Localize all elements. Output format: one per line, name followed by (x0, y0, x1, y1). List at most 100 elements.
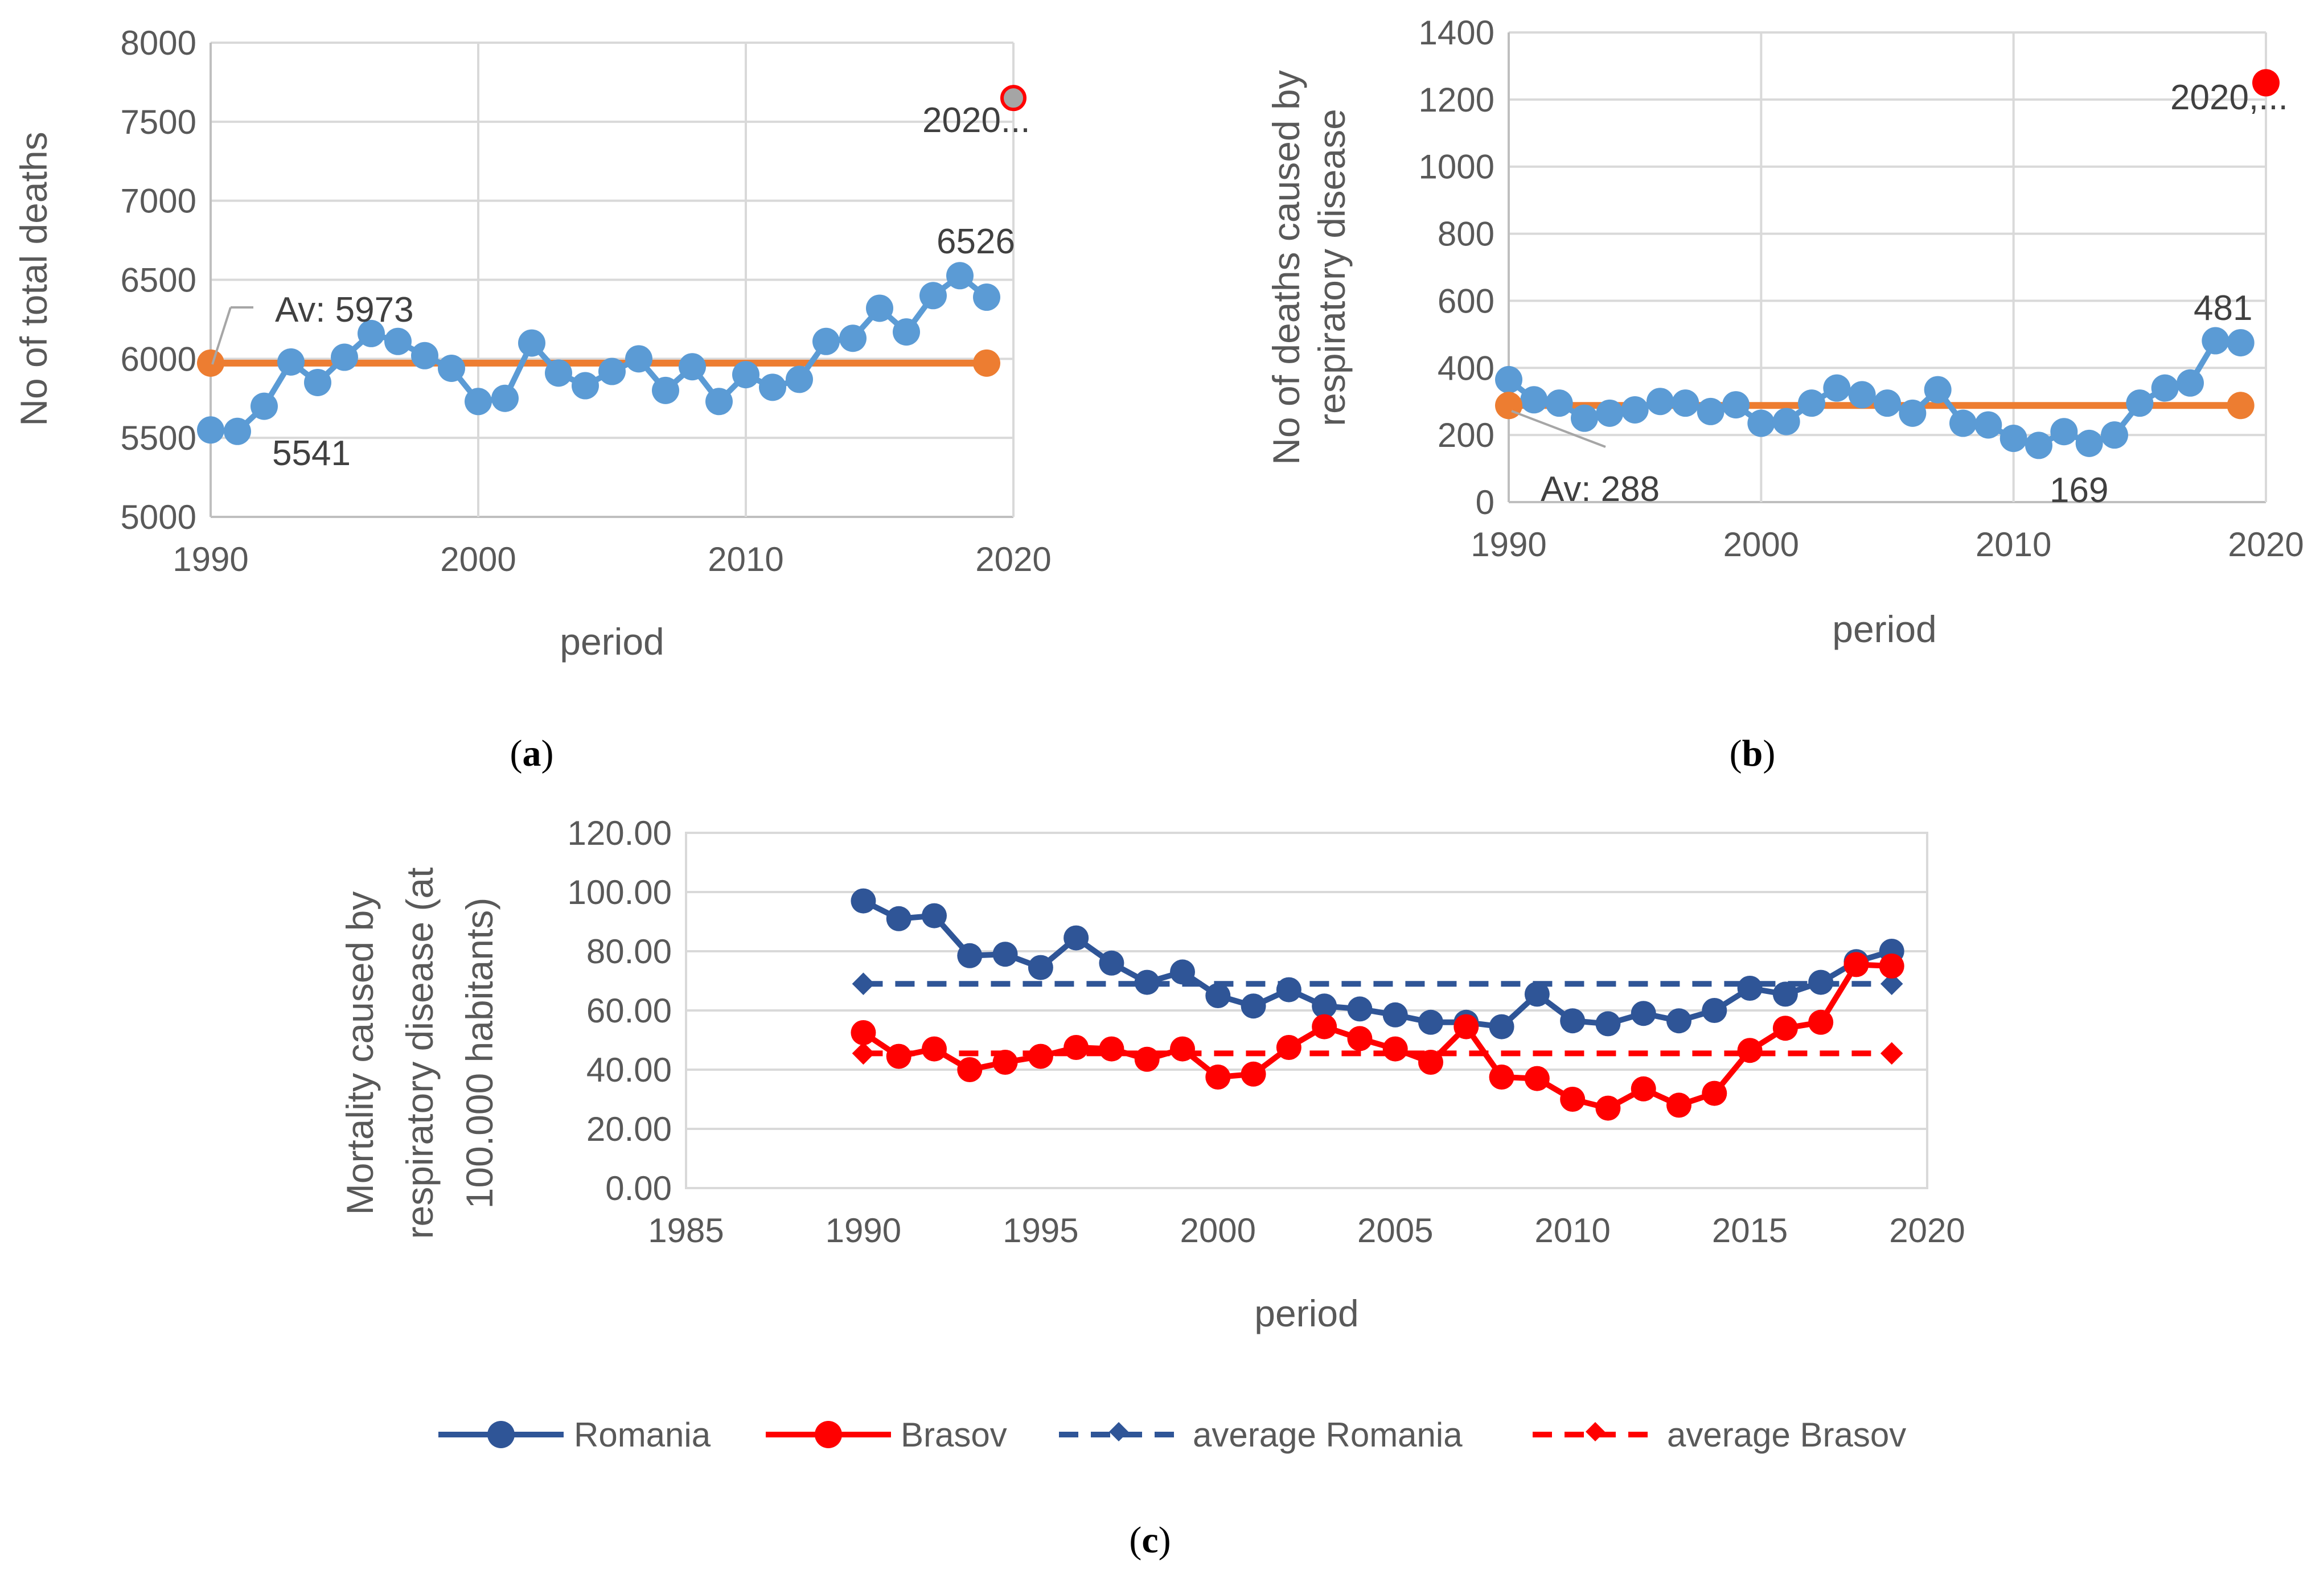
chart-a-x-ticks: 1990 2000 2010 2020 (173, 540, 1051, 578)
brasov-point (1737, 1038, 1763, 1063)
chart-a-min-label: 5541 (272, 434, 351, 473)
chart-c-x-ticks: 1985 1990 1995 2000 2005 2010 2015 2020 (648, 1211, 1965, 1250)
y-tick-label: 7500 (121, 103, 196, 141)
romania-point (1737, 976, 1763, 1001)
legend-item-romania: Romania (438, 1416, 711, 1454)
brasov-point (1560, 1087, 1586, 1112)
x-tick-label: 2015 (1712, 1211, 1788, 1250)
chart-b-average-label: Av: 288 (1541, 470, 1660, 509)
chart-b-min-label: 169 (2050, 471, 2108, 510)
chart-b-y-axis-title-line2: respiratory disease (1311, 109, 1353, 426)
data-point (2101, 421, 2128, 449)
chart-a-panel-label: (a) (510, 733, 554, 774)
x-tick-label: 2020 (2228, 525, 2304, 564)
chart-a-average-leader (211, 307, 232, 365)
brasov-point (1595, 1095, 1621, 1121)
data-point (2050, 418, 2078, 446)
x-tick-label: 2005 (1357, 1211, 1433, 1250)
chart-b-max-label: 481 (2194, 289, 2252, 328)
y-tick-label: 0 (1476, 483, 1494, 521)
data-point (572, 372, 599, 400)
x-tick-label: 1990 (173, 540, 248, 578)
data-point (1823, 374, 1851, 402)
romania-point (1772, 981, 1798, 1007)
romania-point (957, 943, 983, 968)
brasov-point (851, 1020, 876, 1045)
data-point (2202, 327, 2229, 355)
data-point (1621, 396, 1649, 424)
brasov-point (1702, 1080, 1727, 1106)
chart-c-y-axis-title-line3: 100.000 habitants) (458, 898, 500, 1209)
chart-b-panel-label: (b) (1730, 733, 1776, 774)
chart-a-y-ticks: 5000 5500 6000 6500 7000 7500 8000 (121, 24, 196, 536)
data-point (197, 416, 224, 444)
romania-point (1170, 959, 1195, 985)
average-point (1495, 392, 1522, 420)
brasov-point (922, 1036, 947, 1062)
data-point (1874, 389, 1901, 417)
x-tick-label: 2010 (708, 540, 783, 578)
data-point (277, 348, 305, 376)
chart-c-y-axis-title-line2: respiratory disease (at (399, 868, 441, 1239)
data-point (1545, 389, 1573, 417)
chart-a-average-label: Av: 5973 (275, 290, 414, 330)
brasov-point (886, 1043, 911, 1069)
brasov-point (1879, 954, 1904, 979)
y-tick-label: 80.00 (586, 932, 672, 971)
average-romania-marker (852, 972, 875, 995)
chart-b-y-axis-title-line1: No of deaths caused by (1265, 70, 1307, 465)
romania-point (1666, 1008, 1691, 1034)
plot-frame (685, 832, 1928, 1189)
data-point (1571, 404, 1598, 432)
data-point (2075, 429, 2103, 457)
chart-b-gridlines (1508, 31, 2267, 503)
data-point (1672, 389, 1699, 417)
x-tick-label: 2020 (975, 540, 1051, 578)
data-point (224, 417, 251, 445)
data-point (946, 262, 974, 290)
romania-point (1134, 969, 1160, 995)
y-tick-label: 20.00 (586, 1110, 672, 1148)
brasov-point (1524, 1066, 1550, 1091)
x-tick-label: 2020 (1889, 1211, 1965, 1250)
romania-point (1595, 1011, 1621, 1037)
chart-a-max-label: 6526 (937, 222, 1015, 261)
brasov-point (1843, 952, 1869, 977)
average-point (197, 349, 224, 377)
data-point (2151, 374, 2179, 402)
romania-point (1276, 977, 1301, 1002)
data-point (1747, 409, 1775, 437)
romania-point (1028, 955, 1053, 980)
x-tick-label: 1990 (826, 1211, 901, 1250)
romania-point (1489, 1014, 1514, 1039)
average-brasov-marker (852, 1042, 875, 1065)
y-tick-label: 1400 (1419, 14, 1494, 52)
romania-point (1312, 993, 1337, 1019)
data-point (518, 329, 545, 357)
y-tick-label: 1200 (1419, 81, 1494, 119)
y-tick-label: 60.00 (586, 992, 672, 1030)
x-tick-label: 1995 (1003, 1211, 1078, 1250)
data-point (786, 365, 813, 393)
data-point (919, 282, 947, 310)
x-tick-label: 1990 (1471, 525, 1546, 564)
data-point (812, 327, 840, 355)
brasov-point (1772, 1016, 1798, 1041)
data-point (1924, 376, 1952, 404)
y-tick-label: 100.00 (567, 873, 672, 911)
y-tick-label: 600 (1438, 282, 1494, 320)
data-point (1697, 397, 1724, 425)
svg-text:Romania: Romania (574, 1416, 711, 1454)
data-point-2020 (1000, 85, 1026, 112)
y-tick-label: 120.00 (567, 814, 672, 852)
data-point (839, 324, 867, 352)
y-tick-label: 8000 (121, 24, 196, 62)
brasov-point (1808, 1009, 1834, 1035)
chart-c-legend: Romania Brasov average Romania average B… (438, 1416, 1906, 1454)
data-point (1848, 381, 1876, 409)
brasov-point (1666, 1092, 1691, 1118)
chart-b: 0 200 400 600 800 1000 1200 1400 1990 2000 2010 20… (1265, 14, 2304, 774)
average-brasov-marker (1880, 1042, 1903, 1065)
chart-b-x-axis-title: period (1832, 608, 1936, 650)
brasov-point (957, 1057, 983, 1082)
